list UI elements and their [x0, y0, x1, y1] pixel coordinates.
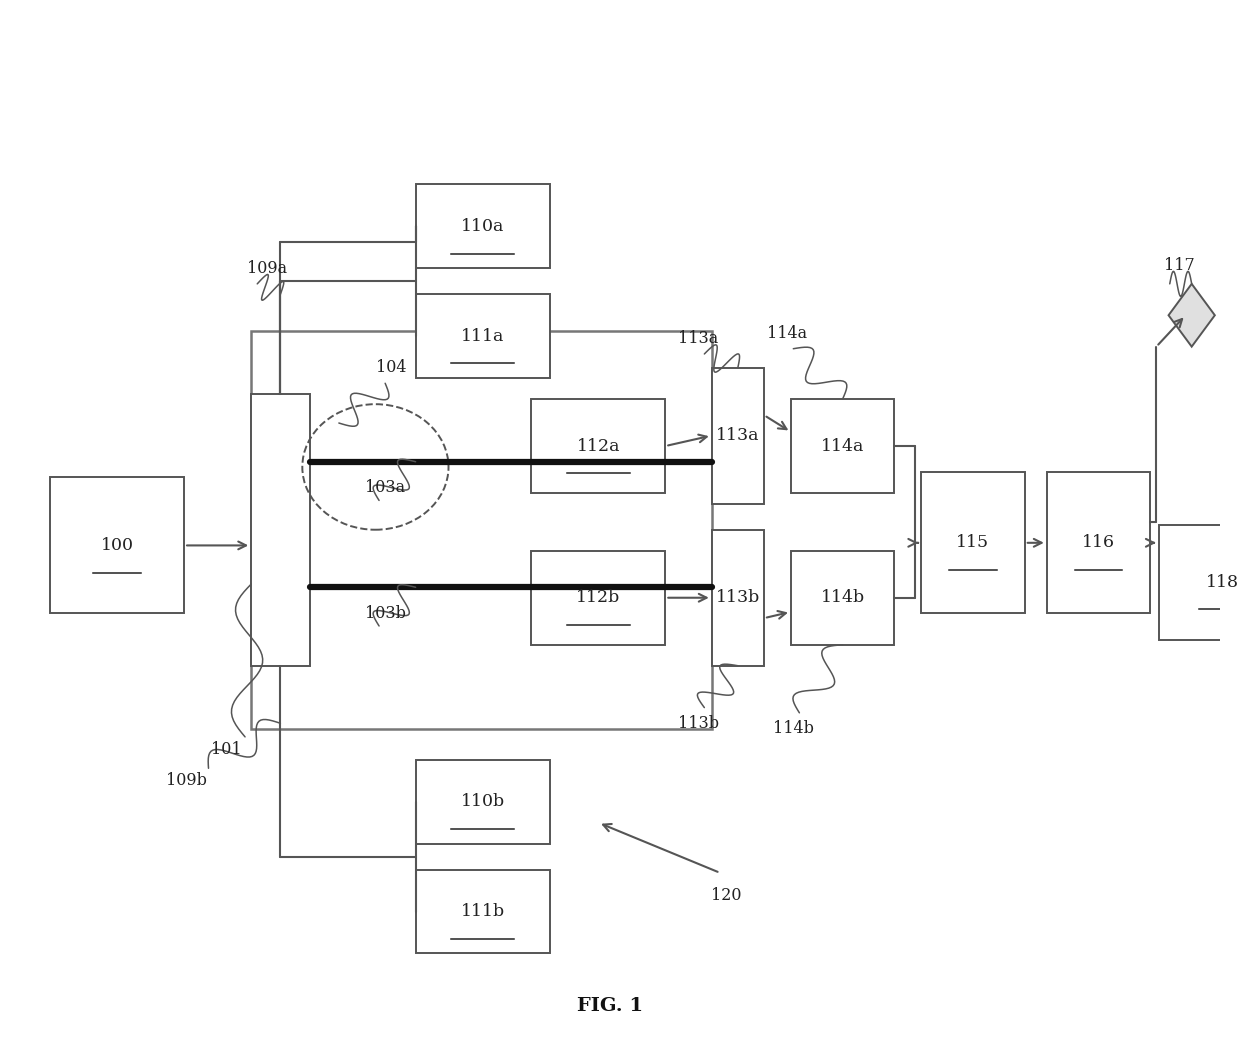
Text: 109b: 109b	[166, 772, 207, 789]
FancyBboxPatch shape	[712, 530, 764, 666]
Text: 103b: 103b	[365, 605, 405, 622]
Text: 101: 101	[212, 741, 242, 758]
FancyBboxPatch shape	[791, 551, 894, 645]
FancyBboxPatch shape	[791, 399, 894, 493]
Text: 118: 118	[1207, 574, 1239, 591]
FancyBboxPatch shape	[532, 551, 666, 645]
Text: 111a: 111a	[461, 327, 505, 345]
Text: 113b: 113b	[715, 590, 760, 606]
Text: 112a: 112a	[577, 437, 620, 454]
Text: 110b: 110b	[460, 793, 505, 810]
Text: 110a: 110a	[461, 218, 505, 235]
Text: 112b: 112b	[577, 590, 620, 606]
FancyBboxPatch shape	[415, 759, 549, 843]
Text: 100: 100	[100, 537, 134, 554]
Text: 114b: 114b	[773, 720, 813, 737]
Text: 103a: 103a	[365, 479, 405, 496]
Text: 114a: 114a	[821, 437, 864, 454]
Text: 109a: 109a	[247, 260, 286, 277]
Polygon shape	[1168, 284, 1215, 346]
FancyBboxPatch shape	[415, 295, 549, 378]
Text: 114a: 114a	[768, 324, 807, 342]
FancyBboxPatch shape	[1047, 472, 1151, 614]
Text: 117: 117	[1164, 257, 1195, 274]
Text: 104: 104	[376, 359, 407, 377]
Text: 115: 115	[956, 534, 990, 552]
Text: 113b: 113b	[678, 714, 719, 732]
FancyBboxPatch shape	[532, 399, 666, 493]
FancyBboxPatch shape	[50, 477, 184, 614]
FancyBboxPatch shape	[415, 870, 549, 954]
FancyBboxPatch shape	[252, 393, 310, 666]
FancyBboxPatch shape	[921, 472, 1024, 614]
Text: 111b: 111b	[460, 903, 505, 920]
Text: 113a: 113a	[678, 329, 718, 347]
Text: 120: 120	[711, 887, 742, 904]
FancyBboxPatch shape	[252, 330, 712, 728]
Text: 113a: 113a	[717, 427, 760, 444]
FancyBboxPatch shape	[712, 367, 764, 504]
Text: FIG. 1: FIG. 1	[578, 997, 644, 1014]
FancyBboxPatch shape	[1159, 524, 1240, 640]
Text: 116: 116	[1083, 534, 1115, 552]
FancyBboxPatch shape	[415, 185, 549, 269]
Text: 114b: 114b	[821, 590, 864, 606]
